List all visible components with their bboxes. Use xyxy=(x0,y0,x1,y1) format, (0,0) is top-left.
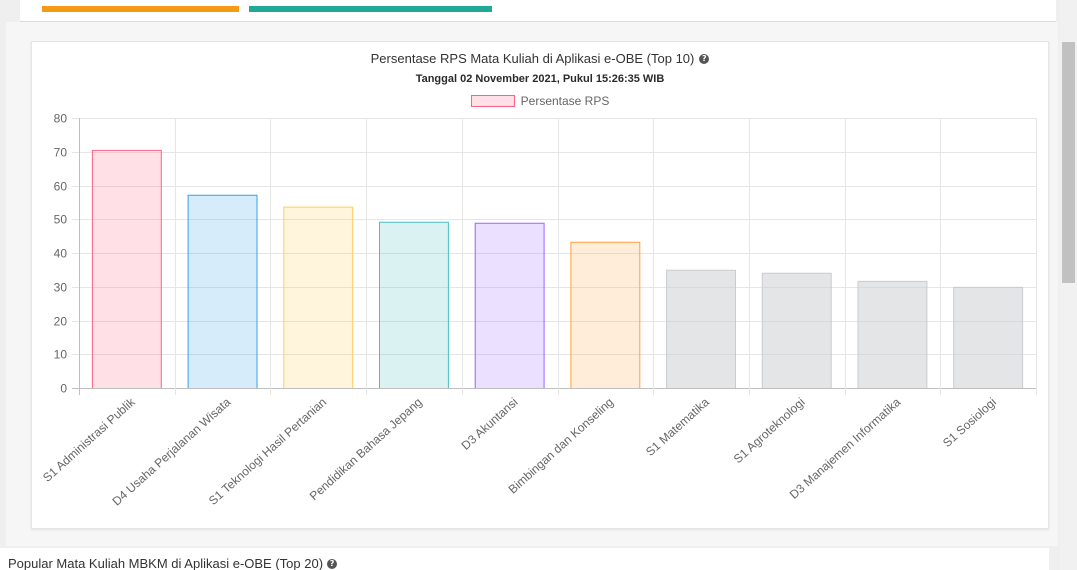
y-tick-label: 30 xyxy=(54,281,68,295)
y-tick-label: 60 xyxy=(54,180,68,194)
y-tick-label: 50 xyxy=(54,213,68,227)
legend-item-persentase-rps[interactable]: Persentase RPS xyxy=(470,94,610,108)
y-tick-label: 40 xyxy=(54,247,68,261)
info-box-progress-bar xyxy=(249,6,492,12)
x-tick-label: Bimbingan dan Konseling xyxy=(506,395,617,496)
bar[interactable] xyxy=(570,241,641,388)
y-tick-label: 10 xyxy=(54,348,68,362)
chart-title: Persentase RPS Mata Kuliah di Aplikasi e… xyxy=(370,51,695,66)
scrollbar-thumb[interactable] xyxy=(1062,42,1075,283)
question-circle-icon[interactable] xyxy=(699,54,710,64)
chart-legend: Persentase RPS xyxy=(32,95,1048,107)
x-tick-label: Pendidikan Bahasa Jepang xyxy=(307,395,425,503)
x-tick-label: D3 Manajemen Informatika xyxy=(787,395,904,502)
y-tick-label: 0 xyxy=(60,382,67,396)
chart-header: Persentase RPS Mata Kuliah di Aplikasi e… xyxy=(32,51,1048,67)
mbkm-section: Popular Mata Kuliah MBKM di Aplikasi e-O… xyxy=(0,548,1049,570)
vertical-scrollbar[interactable] xyxy=(1060,0,1077,570)
x-tick-label: D3 Akuntansi xyxy=(459,395,521,453)
x-tick-label: S1 Administrasi Publik xyxy=(40,394,138,485)
bar[interactable] xyxy=(761,272,832,388)
section-title: Popular Mata Kuliah MBKM di Aplikasi e-O… xyxy=(8,556,324,570)
bar[interactable] xyxy=(857,280,928,388)
info-box-progress-bar xyxy=(42,6,239,12)
bar[interactable] xyxy=(666,269,737,388)
y-tick-label: 20 xyxy=(54,315,68,329)
x-tick-label: S1 Agroteknologi xyxy=(731,395,808,466)
bar[interactable] xyxy=(91,149,162,388)
info-box-row xyxy=(20,0,1056,22)
legend-label: Persentase RPS xyxy=(520,94,610,108)
bar[interactable] xyxy=(953,286,1024,388)
bar[interactable] xyxy=(283,206,354,388)
bar[interactable] xyxy=(474,222,545,388)
question-circle-icon[interactable] xyxy=(327,559,338,569)
legend-swatch xyxy=(470,95,515,107)
y-tick-label: 70 xyxy=(54,146,68,160)
rps-bar-chart: 0 10 20 30 40 50 60 70 80 S1 Administrasi Publik D… xyxy=(40,112,1037,508)
bar[interactable] xyxy=(378,221,449,388)
x-tick-label: S1 Sosiologi xyxy=(940,395,999,450)
y-tick-label: 80 xyxy=(54,112,68,126)
bar[interactable] xyxy=(187,194,258,388)
chart-subtitle: Tanggal 02 November 2021, Pukul 15:26:35… xyxy=(415,73,665,85)
x-tick-label: S1 Matematika xyxy=(643,395,712,459)
section-header: Popular Mata Kuliah MBKM di Aplikasi e-O… xyxy=(8,556,338,570)
rps-chart-card: Persentase RPS Mata Kuliah di Aplikasi e… xyxy=(31,41,1049,529)
